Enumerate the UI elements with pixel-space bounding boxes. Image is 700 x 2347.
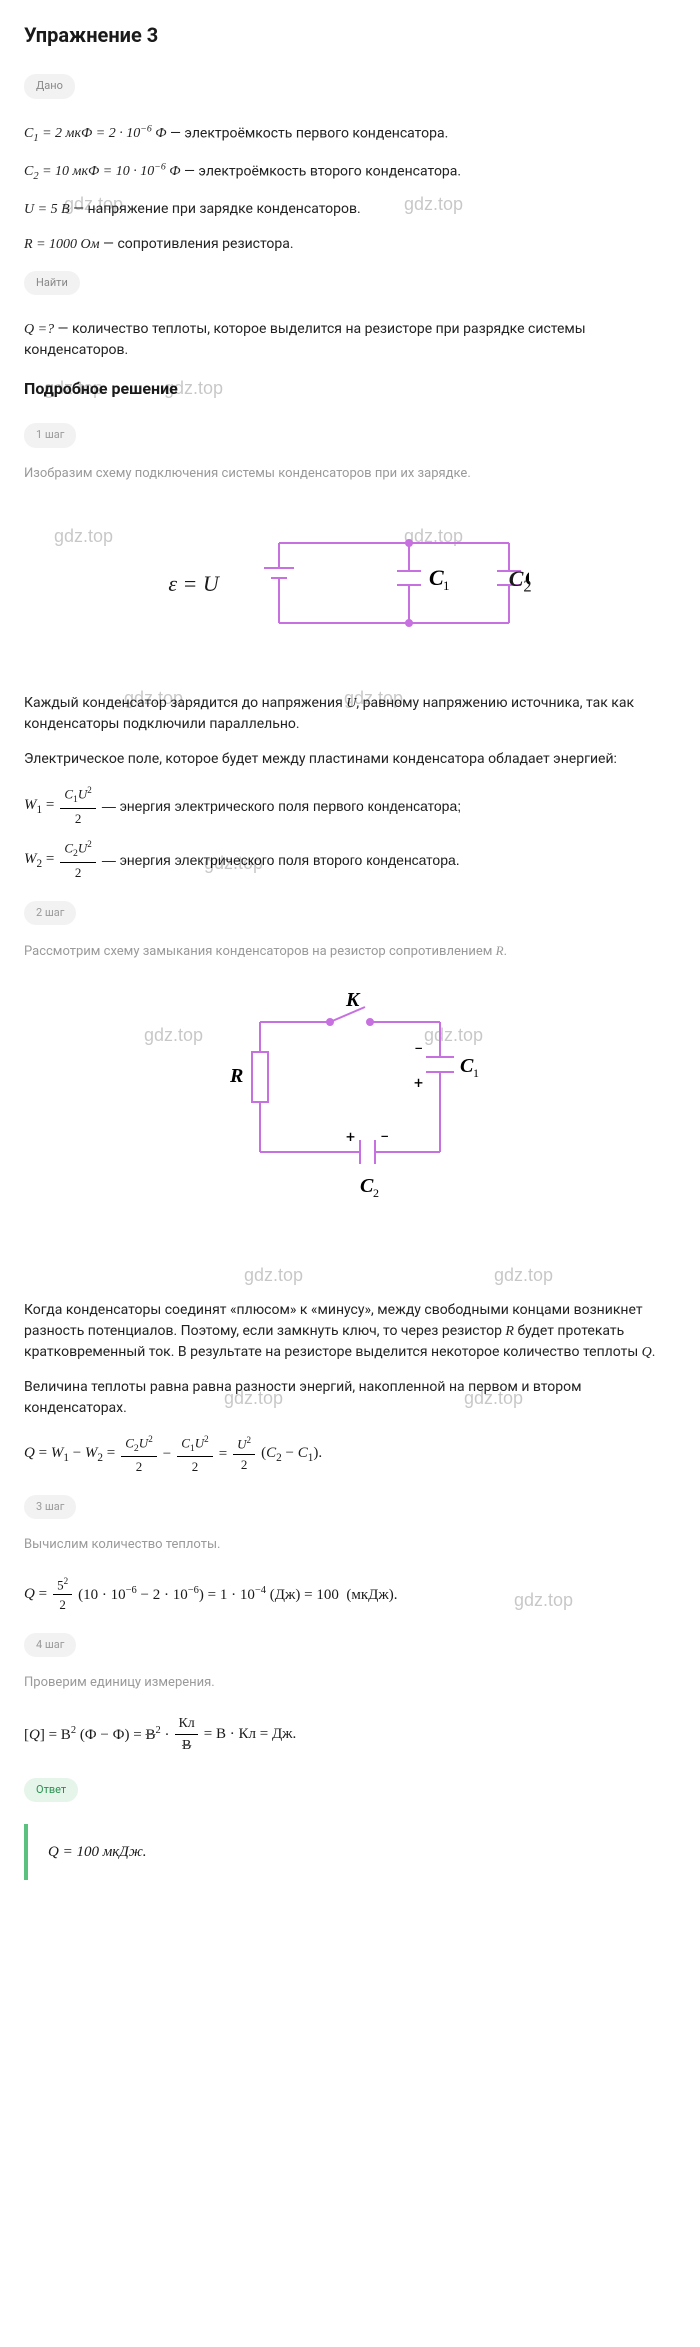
svg-text:R: R	[229, 1065, 243, 1087]
s2-para-1: Когда конденсаторы соединят «плюсом» к «…	[24, 1300, 676, 1363]
answer-pill: Ответ	[24, 1778, 78, 1803]
given-c1-math: C1 = 2 мкФ = 2 · 10−6 Ф	[24, 126, 167, 141]
s3-calc: Q = 522 (10 · 10−6 − 2 · 10−6) = 1 · 10−…	[24, 1575, 676, 1615]
w1-formula: W1 = C1U22 — энергия электрического поля…	[24, 784, 676, 828]
c2-label: C2	[509, 562, 532, 599]
step-2-pill: 2 шаг	[24, 901, 76, 926]
svg-text:+: +	[414, 1073, 423, 1092]
svg-text:C: C	[460, 1055, 474, 1077]
step-1-text: Изобразим схему подключения системы конд…	[24, 464, 676, 484]
solution-title: Подробное решение	[24, 377, 676, 401]
svg-text:K: K	[345, 992, 361, 1011]
s4-calc: [Q] = В2 (Ф − Ф) = В2 · КлВ = В · Кл = Д…	[24, 1713, 676, 1756]
step-3-text: Вычислим количество теплоты.	[24, 1535, 676, 1555]
svg-text:−: −	[380, 1127, 389, 1146]
s1-p1a: Каждый конденсатор зарядится до напряжен…	[24, 695, 346, 711]
given-c1-desc: — электроёмкость первого конденсатора.	[167, 125, 449, 141]
circuit-svg-2: K R C 1 C 2 − + − +	[220, 992, 480, 1222]
step-4-text: Проверим единицу измерения.	[24, 1673, 676, 1693]
given-c2-desc: — электроёмкость второго конденсатора.	[181, 163, 462, 179]
find-q-math: Q =?	[24, 322, 54, 337]
step-3-pill: 3 шаг	[24, 1495, 76, 1520]
given-line-4: R = 1000 Ом — сопротивления резистора.	[24, 234, 676, 255]
given-pill: Дано	[24, 74, 75, 99]
q-formula: Q = W1 − W2 = C2U22 − C1U22 = U22 (C2 − …	[24, 1433, 676, 1477]
find-pill: Найти	[24, 271, 80, 296]
s2-para-2: Величина теплоты равна равна разности эн…	[24, 1377, 676, 1419]
find-q-desc: — количество теплоты, которое выделится …	[24, 321, 586, 358]
given-c2-math: C2 = 10 мкФ = 10 · 10−6 Ф	[24, 164, 181, 179]
svg-text:2: 2	[373, 1186, 379, 1200]
svg-text:C: C	[360, 1175, 374, 1197]
exercise-title: Упражнение 3	[24, 20, 676, 50]
s1-p1b: U	[346, 696, 356, 711]
step-1-pill: 1 шаг	[24, 423, 76, 448]
given-line-2: C2 = 10 мкФ = 10 · 10−6 Ф — электроёмкос…	[24, 161, 676, 185]
find-line: Q =? — количество теплоты, которое выдел…	[24, 319, 676, 361]
answer-box: Q = 100 мкДж.	[24, 1824, 676, 1880]
svg-text:1: 1	[443, 578, 450, 593]
step-2-text: Рассмотрим схему замыкания конденсаторов…	[24, 941, 676, 962]
w1-desc: — энергия электрического поля первого ко…	[102, 796, 461, 817]
svg-text:+: +	[346, 1127, 355, 1146]
given-r-math: R = 1000 Ом	[24, 237, 100, 252]
given-u-desc: — напряжение при зарядке конденсаторов.	[70, 201, 361, 217]
svg-text:1: 1	[473, 1066, 479, 1080]
w2-desc: — энергия электрического поля второго ко…	[102, 850, 460, 871]
w2-formula: W2 = C2U22 — энергия электрического поля…	[24, 838, 676, 882]
given-line-3: U = 5 В — напряжение при зарядке конденс…	[24, 199, 676, 220]
given-line-1: C1 = 2 мкФ = 2 · 10−6 Ф — электроёмкость…	[24, 123, 676, 147]
emf-equation: ε = U	[168, 567, 218, 600]
svg-text:C: C	[429, 565, 444, 590]
s1-para-1: Каждый конденсатор зарядится до напряжен…	[24, 693, 676, 735]
circuit-diagram-2: K R C 1 C 2 − + − +	[24, 992, 676, 1222]
given-r-desc: — сопротивления резистора.	[100, 236, 294, 252]
circuit-svg-1: C 1 C	[229, 513, 529, 653]
s1-para-2: Электрическое поле, которое будет между …	[24, 749, 676, 770]
circuit-diagram-1: ε = U C 1 C	[24, 513, 676, 653]
step-4-pill: 4 шаг	[24, 1633, 76, 1658]
svg-text:−: −	[414, 1039, 423, 1058]
given-u-math: U = 5 В	[24, 202, 70, 217]
